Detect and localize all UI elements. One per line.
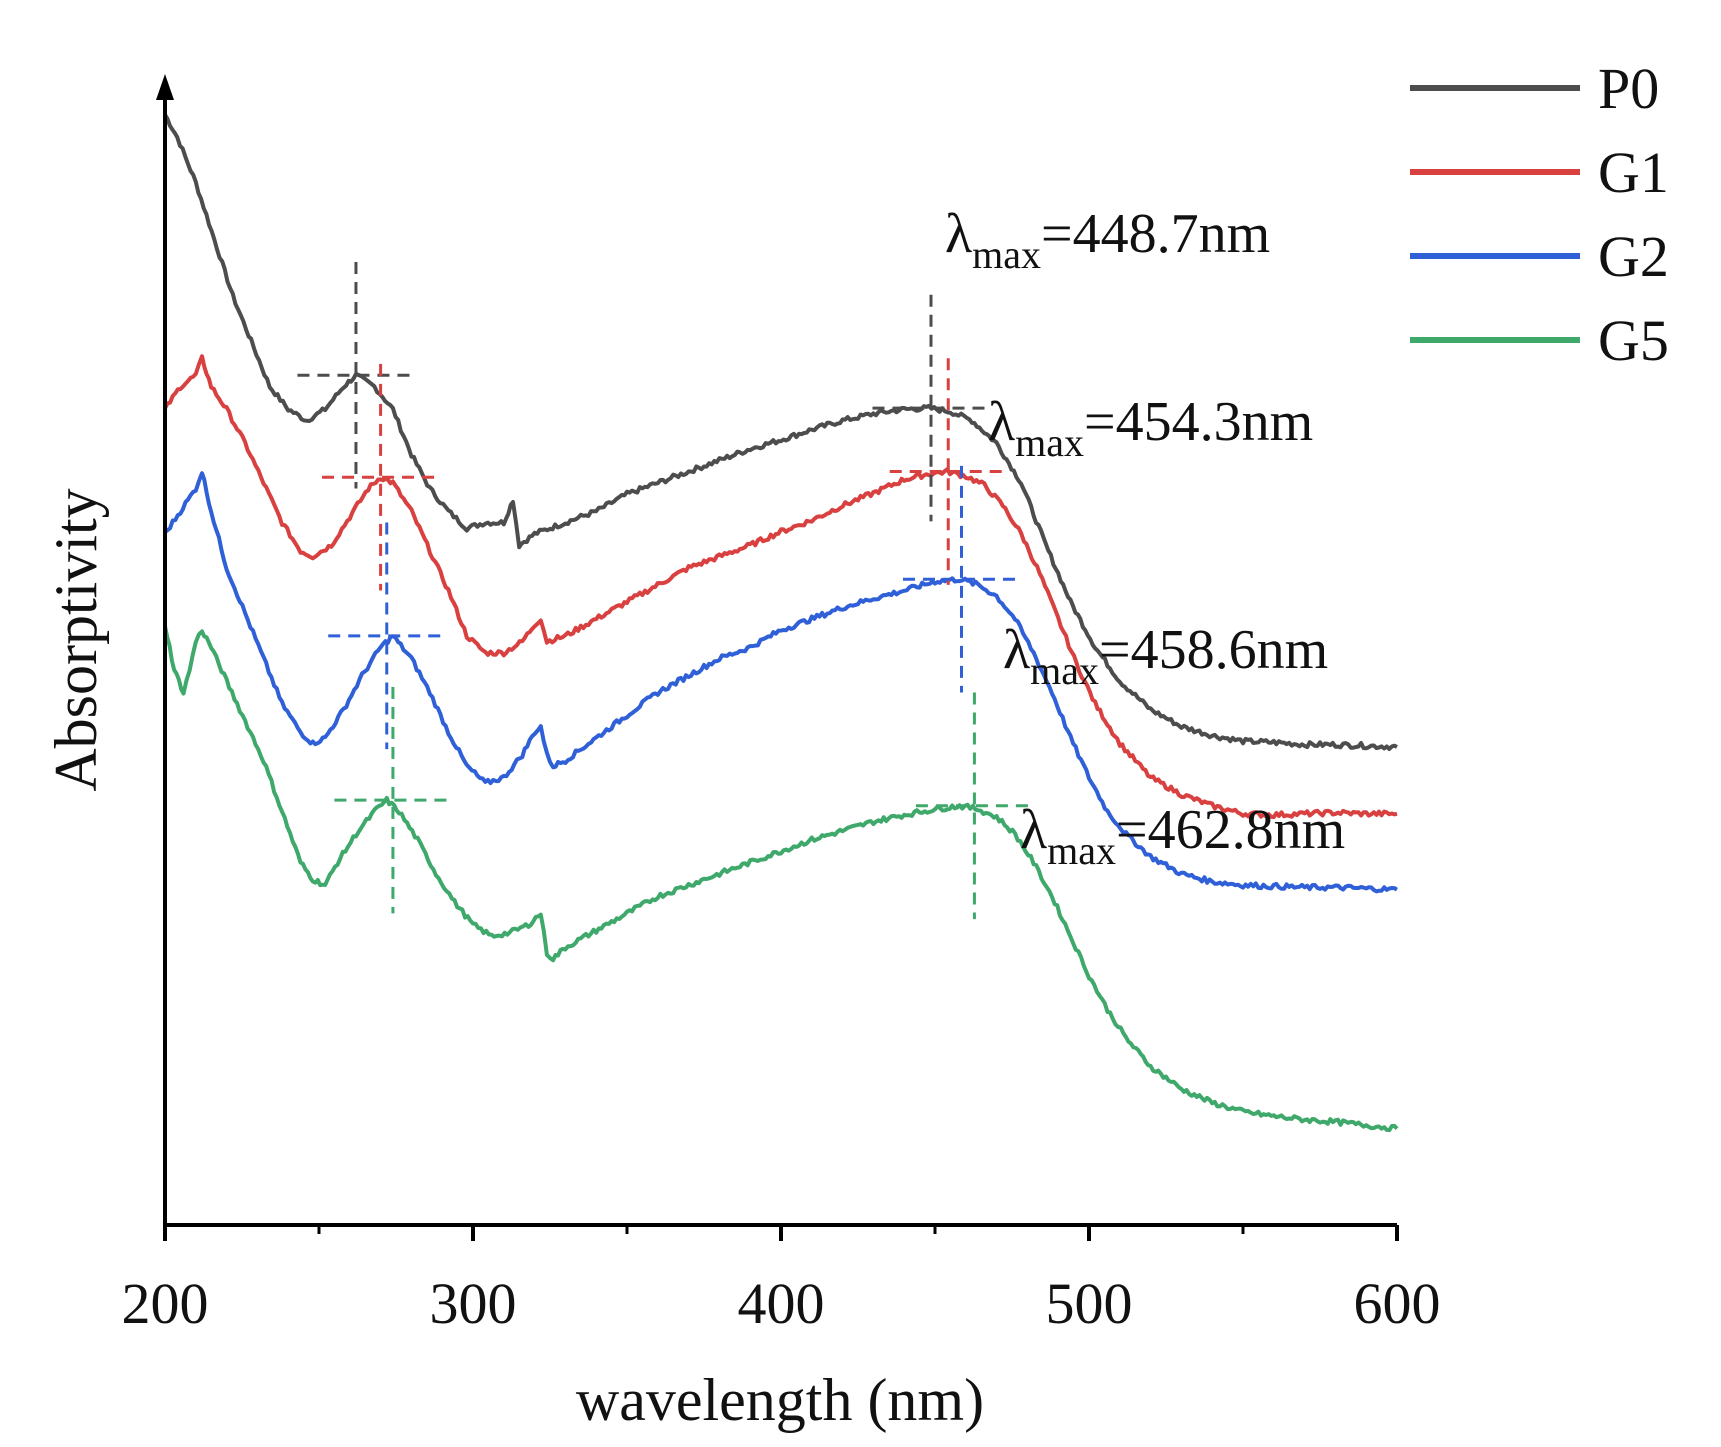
y-axis-arrow [156,74,174,100]
marker-layer [297,261,1033,920]
lambda-subscript: max [1030,648,1099,693]
lambda-value: =462.8nm [1116,799,1345,861]
plot-area [163,113,1399,1133]
lambda-max-label-g1: λmax=454.3nm [988,391,1313,465]
axes: 200 300 400 500 600 [122,74,1441,1336]
x-tick-label-200: 200 [122,1271,209,1336]
series-line-g1 [163,354,1398,820]
lambda-symbol: λ [988,391,1015,453]
lambda-value: =448.7nm [1041,203,1270,265]
legend-label-g2: G2 [1598,224,1669,289]
x-axis-label: wavelength (nm) [576,1367,984,1433]
series-line-g2 [163,471,1398,894]
legend-label-p0: P0 [1598,56,1659,121]
x-ticks: 200 300 400 500 600 [122,1225,1441,1336]
lambda-max-label-p0: λmax=448.7nm [945,203,1270,277]
lambda-max-label-g5: λmax=462.8nm [1020,799,1345,873]
x-tick-label-500: 500 [1046,1271,1133,1336]
legend: P0 G1 G2 G5 [1410,56,1669,373]
lambda-value: =458.6nm [1099,619,1328,681]
lambda-subscript: max [972,232,1041,277]
legend-label-g1: G1 [1598,140,1669,205]
x-tick-label-600: 600 [1354,1271,1441,1336]
series-layer [163,113,1399,1133]
x-tick-label-300: 300 [430,1271,517,1336]
lambda-value: =454.3nm [1084,391,1313,453]
x-tick-label-400: 400 [738,1271,825,1336]
lambda-subscript: max [1047,828,1116,873]
series-line-g5 [163,625,1399,1133]
lambda-subscript: max [1015,420,1084,465]
lambda-symbol: λ [945,203,972,265]
legend-label-g5: G5 [1598,308,1669,373]
series-line-p0 [163,113,1398,751]
lambda-symbol: λ [1003,619,1030,681]
lambda-symbol: λ [1020,799,1047,861]
lambda-max-label-g2: λmax=458.6nm [1003,619,1328,693]
y-axis-label: Absorptivity [43,488,109,791]
lambda-max-annotations: λmax=448.7nmλmax=454.3nmλmax=458.6nmλmax… [945,203,1345,873]
